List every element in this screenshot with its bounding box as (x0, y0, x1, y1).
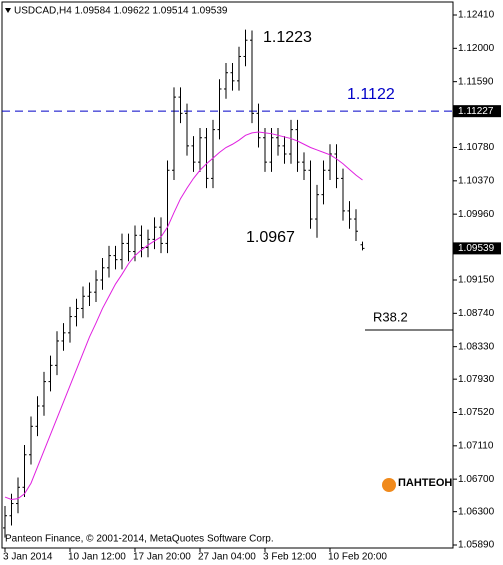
annotation: 1.1223 (263, 29, 312, 46)
x-tick-label: 3 Feb 12:00 (263, 552, 317, 563)
y-tick-label: 1.11590 (458, 76, 494, 87)
y-tick-label: 1.12000 (458, 43, 495, 54)
logo-icon (382, 478, 396, 492)
y-tick-label: 1.07930 (458, 374, 495, 385)
x-tick-label: 27 Jan 04:00 (198, 552, 256, 563)
plot-frame (1, 1, 454, 549)
footer: Panteon Finance, © 2001-2014, MetaQuotes… (5, 534, 274, 545)
x-tick-label: 17 Jan 20:00 (133, 552, 191, 563)
y-tick-label: 1.07110 (458, 440, 494, 451)
y-tick-label: 1.06300 (458, 506, 495, 517)
y-tick-label: 1.10780 (458, 142, 495, 153)
h-line-label: 1.11227 (458, 106, 494, 117)
title-arrow (5, 8, 11, 13)
y-tick-label: 1.07520 (458, 407, 495, 418)
y-tick-label: 1.08330 (458, 341, 495, 352)
y-tick-label: 1.09150 (458, 275, 495, 286)
annotation: 1.1122 (347, 86, 395, 103)
x-tick-label: 3 Jan 2014 (3, 552, 53, 563)
h-line-label-bg (453, 105, 501, 118)
bid-label: 1.09539 (458, 243, 495, 254)
y-tick-label: 1.08740 (458, 308, 495, 319)
y-tick-label: 1.10370 (458, 175, 495, 186)
x-tick-label: 10 Jan 12:00 (68, 552, 126, 563)
y-tick-label: 1.05890 (458, 540, 495, 551)
y-tick-label: 1.06700 (458, 474, 495, 485)
moving-average (4, 131, 363, 500)
annotation: 1.0967 (246, 229, 295, 246)
x-tick-label: 10 Feb 20:00 (328, 552, 387, 563)
level-label: R38.2 (373, 309, 408, 324)
bid-label-bg (453, 242, 501, 255)
y-tick-label: 1.09960 (458, 209, 495, 220)
y-tick-label: 1.12410 (458, 10, 495, 21)
logo-text: ПАНТЕОН (398, 477, 452, 489)
chart-title: USDCAD,H4 1.09584 1.09622 1.09514 1.0953… (14, 6, 228, 17)
